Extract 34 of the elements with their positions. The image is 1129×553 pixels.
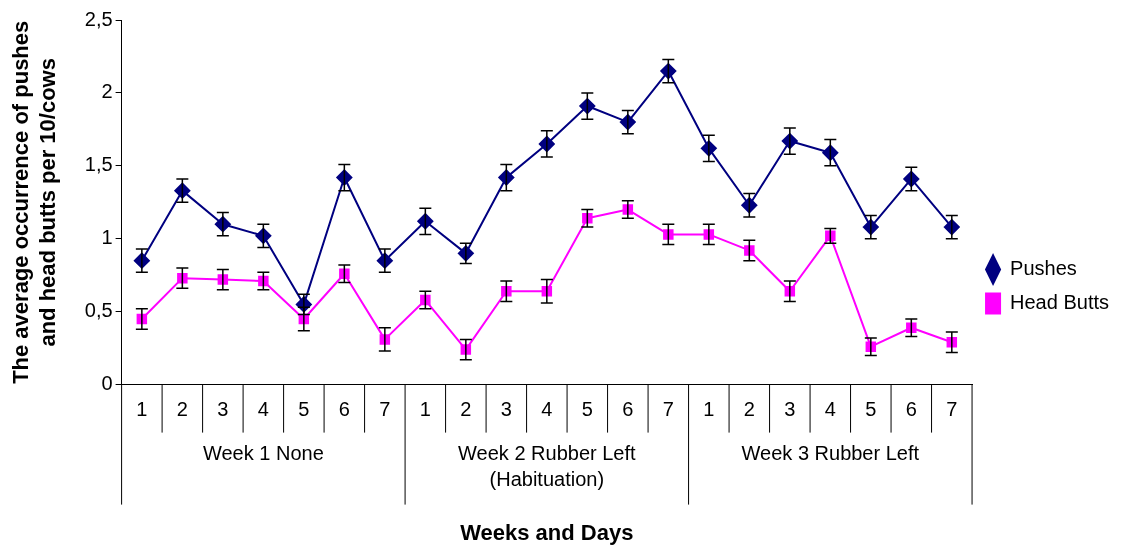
x-tick-label: 2 <box>743 398 755 421</box>
text: Week 3 Rubber Left <box>741 442 920 465</box>
y-tick-label: 1 <box>101 226 113 249</box>
text: Week 1 None <box>202 442 324 465</box>
y-tick-label: 2,5 <box>84 7 113 30</box>
x-tick-label: 3 <box>500 398 512 421</box>
x-tick-label: 3 <box>217 398 229 421</box>
y-tick-label: 0 <box>101 372 113 395</box>
x-tick-label: 4 <box>257 398 269 421</box>
x-tick-label: 2 <box>176 398 188 421</box>
x-tick-label: 5 <box>865 398 877 421</box>
y-tick-label: 1,5 <box>84 153 113 176</box>
x-tick-label: 5 <box>298 398 310 421</box>
x-tick-label: 4 <box>824 398 836 421</box>
y-axis-title: The average occurrence of pushes and head butts per 10/cows <box>8 20 60 384</box>
x-tick-label: 4 <box>541 398 553 421</box>
x-tick-label: 5 <box>581 398 593 421</box>
x-tick-label: 1 <box>703 398 715 421</box>
x-tick-label: 7 <box>946 398 958 421</box>
x-tick-label: 3 <box>784 398 796 421</box>
x-tick-label: 6 <box>622 398 634 421</box>
x-tick-label: 1 <box>419 398 431 421</box>
x-tick-label: 7 <box>379 398 391 421</box>
x-tick-label: 6 <box>905 398 917 421</box>
y-tick-label: 2 <box>101 80 113 103</box>
x-tick-label: 7 <box>662 398 674 421</box>
y-tick-label: 0,5 <box>84 299 113 322</box>
legend-label: Pushes <box>1010 257 1077 280</box>
x-tick-label: 2 <box>460 398 472 421</box>
x-tick-label: 6 <box>338 398 350 421</box>
x-axis-title: Weeks and Days <box>460 519 634 545</box>
x-tick-label: 1 <box>136 398 148 421</box>
text: Week 2 Rubber Left (Habituation) <box>458 442 637 491</box>
legend-label: Head Butts <box>1010 291 1110 314</box>
